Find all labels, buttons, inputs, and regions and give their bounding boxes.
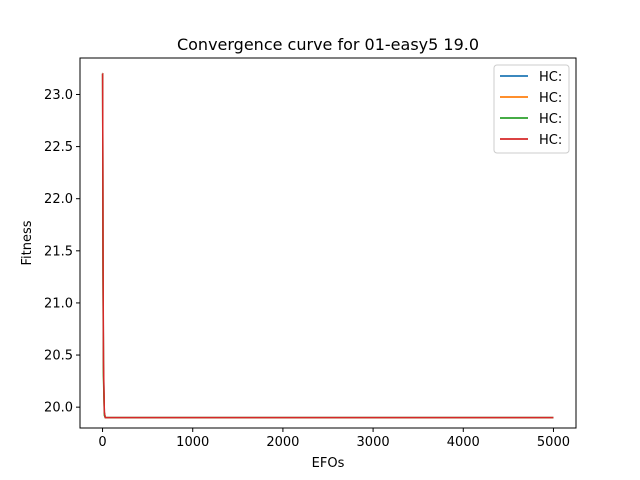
x-tick-label: 5000: [537, 435, 570, 450]
x-axis-label: EFOs: [312, 456, 345, 471]
chart-title: Convergence curve for 01-easy5 19.0: [177, 35, 479, 54]
x-axis-ticks: 0 1000 2000 3000 4000 5000: [98, 428, 570, 450]
legend-label-3: HC:: [539, 112, 562, 127]
x-tick-label: 1000: [176, 435, 209, 450]
y-tick-label: 20.5: [44, 349, 73, 364]
plot-area: [79, 57, 577, 429]
y-tick-label: 23.0: [44, 88, 73, 103]
y-tick-label: 22.0: [44, 192, 73, 207]
legend-label-1: HC:: [539, 70, 562, 85]
x-tick-label: 2000: [266, 435, 299, 450]
x-tick-label: 3000: [357, 435, 390, 450]
y-axis-label: Fitness: [20, 220, 35, 265]
series-line-4: [101, 72, 554, 419]
legend-box: [493, 64, 570, 154]
y-tick-label: 22.5: [44, 140, 73, 155]
y-axis-ticks: 20.0 20.5 21.0 21.5 22.0 22.5 23.0: [44, 88, 80, 416]
axes-frame: [79, 57, 577, 429]
legend-label-4: HC:: [539, 133, 562, 148]
legend-entries: HC: HC: HC: HC:: [500, 70, 562, 148]
y-tick-label: 21.5: [44, 244, 73, 259]
y-tick-label: 21.0: [44, 296, 73, 311]
legend-label-2: HC:: [539, 91, 562, 106]
legend: HC: HC: HC: HC:: [493, 64, 570, 154]
series-group: [101, 72, 554, 419]
x-tick-label: 0: [98, 435, 106, 450]
x-tick-label: 4000: [447, 435, 480, 450]
y-tick-label: 20.0: [44, 401, 73, 416]
